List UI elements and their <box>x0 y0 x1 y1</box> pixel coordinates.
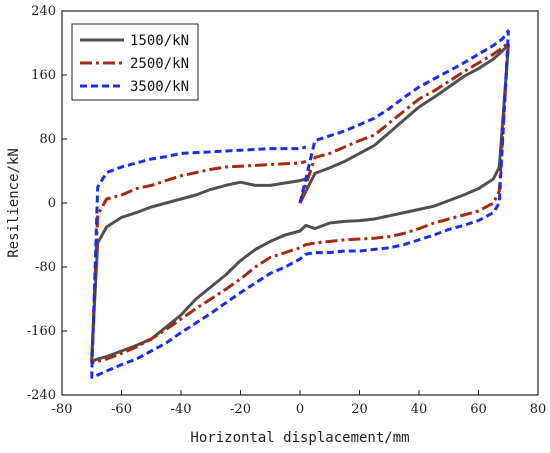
x-tick-label: 40 <box>411 402 428 417</box>
y-tick-label: -80 <box>35 260 56 275</box>
y-tick-label: -160 <box>27 324 56 339</box>
y-axis-title: Resilience/kN <box>6 148 22 258</box>
legend-label-2500: 2500/kN <box>130 56 189 72</box>
series-line-1500 <box>90 43 510 363</box>
x-tick-label: -40 <box>171 402 192 417</box>
legend-label-3500: 3500/kN <box>130 79 189 95</box>
y-tick-label: 240 <box>31 4 56 19</box>
y-tick-label: 80 <box>39 132 56 147</box>
x-axis-title: Horizontal displacement/mm <box>190 430 409 446</box>
x-tick-label: 60 <box>470 402 487 417</box>
y-tick-label: -240 <box>27 388 56 403</box>
x-tick-label: 80 <box>530 402 547 417</box>
x-tick-label: -60 <box>111 402 132 417</box>
tick-layer: -80 -60 -40 -20 0 20 40 60 80 -240 -160 -80 0 80 160 24… <box>27 4 546 417</box>
x-tick-label: 0 <box>296 402 304 417</box>
x-tick-label: -20 <box>230 402 251 417</box>
x-tick-label: -80 <box>52 402 73 417</box>
legend-label-1500: 1500/kN <box>130 33 189 49</box>
y-tick-label: 160 <box>31 68 56 83</box>
y-tick-label: 0 <box>48 196 56 211</box>
series-line-3500 <box>90 29 510 379</box>
series-layer <box>90 29 510 379</box>
legend: 1500/kN 2500/kN 3500/kN <box>71 23 199 101</box>
series-line-2500 <box>90 41 510 365</box>
x-tick-label: 20 <box>351 402 368 417</box>
